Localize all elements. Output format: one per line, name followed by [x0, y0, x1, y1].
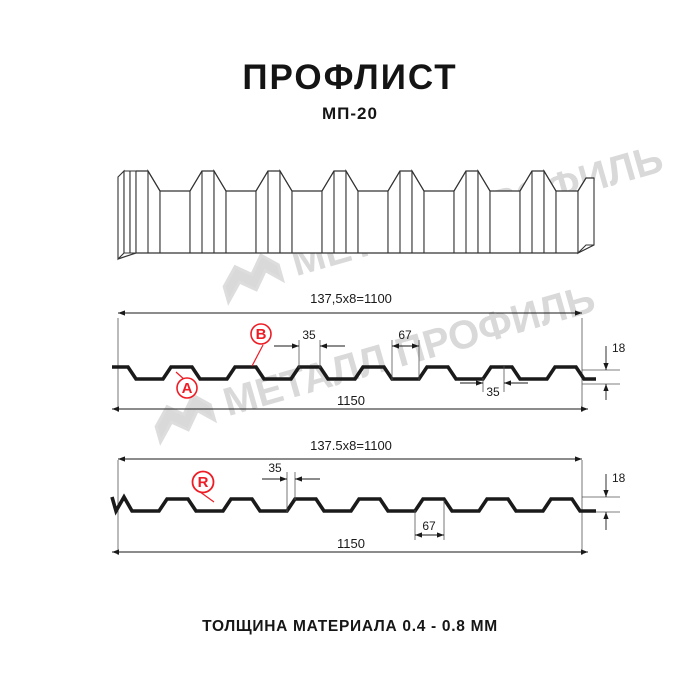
section-a-marker-b: B — [250, 323, 272, 367]
section-r-height-dimension: 18 — [603, 471, 626, 530]
section-r-marker-r-label: R — [198, 474, 209, 491]
section-r-overall-width-dimension: 1150 — [112, 535, 588, 555]
section-r-marker-r: R — [191, 470, 215, 503]
section-a-overall-width-label: 1150 — [337, 393, 365, 408]
section-a-extension-lines — [117, 318, 620, 412]
section-r-extension-lines — [117, 460, 620, 555]
section-a-profile — [112, 365, 596, 381]
section-r-height-label: 18 — [612, 471, 626, 485]
section-r-profile — [110, 493, 596, 516]
section-r-rib-top-dimension: 35 — [262, 461, 320, 512]
isometric-top-edge — [136, 170, 594, 192]
section-r-working-width-label: 137.5x8=1100 — [310, 438, 392, 453]
section-r-valley-dimension: 67 — [414, 500, 445, 540]
section-r-valley-label: 67 — [422, 519, 436, 533]
isometric-bottom-edge — [117, 244, 595, 260]
section-a-valley-dimension: 67 — [391, 328, 420, 380]
section-a-height-dimension: 18 — [603, 341, 626, 400]
section-a-rib-top-label: 35 — [302, 328, 316, 342]
cross-section-r: 137.5x8=1100 1150 35 — [110, 437, 626, 555]
section-a-valley-label: 67 — [398, 328, 412, 342]
section-a-working-width-label: 137,5x8=1100 — [310, 291, 392, 306]
section-a-working-width-dimension: 137,5x8=1100 — [118, 290, 582, 316]
watermark-text: МЕТАЛЛ ПРОФИЛЬ — [218, 277, 600, 425]
section-a-overall-width-dimension: 1150 — [112, 392, 588, 412]
section-r-working-width-dimension: 137.5x8=1100 — [118, 437, 582, 462]
material-thickness-note: ТОЛЩИНА МАТЕРИАЛА 0.4 - 0.8 ММ — [202, 618, 498, 635]
section-a-marker-b-label: B — [256, 326, 267, 343]
watermark-logo-icon — [222, 253, 286, 306]
watermark-logo-icon — [154, 393, 218, 446]
section-a-marker-a-label: A — [182, 380, 193, 397]
section-a-rib-bottom-label: 35 — [486, 385, 500, 399]
page-title: ПРОФЛИСТ — [242, 58, 458, 97]
cross-section-a: 137,5x8=1100 1150 35 — [112, 290, 626, 412]
section-r-rib-top-label: 35 — [268, 461, 282, 475]
section-a-rib-top-dimension: 35 — [274, 328, 345, 368]
left-edge-fold — [117, 169, 137, 261]
section-r-overall-width-label: 1150 — [337, 536, 365, 551]
section-a-marker-a: A — [175, 371, 198, 399]
section-a-height-label: 18 — [612, 341, 626, 355]
isometric-ribs — [135, 169, 595, 255]
page-subtitle: МП-20 — [322, 104, 378, 123]
section-a-rib-bottom-dimension: 35 — [460, 366, 528, 399]
isometric-sheet-view — [117, 169, 595, 261]
